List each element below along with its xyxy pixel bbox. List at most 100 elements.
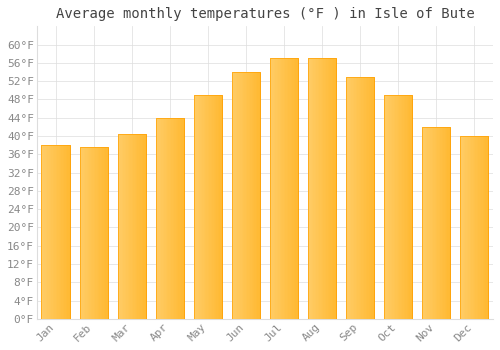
Bar	[406, 95, 408, 319]
Bar	[194, 95, 222, 319]
Bar	[422, 127, 423, 319]
Bar	[360, 77, 362, 319]
Bar	[346, 77, 374, 319]
Bar	[205, 95, 206, 319]
Bar	[330, 58, 332, 319]
Bar	[252, 72, 253, 319]
Bar	[328, 58, 329, 319]
Bar	[462, 136, 464, 319]
Bar	[400, 95, 401, 319]
Bar	[60, 145, 62, 319]
Bar	[85, 147, 86, 319]
Bar	[180, 118, 181, 319]
Bar	[274, 58, 276, 319]
Bar	[138, 134, 139, 319]
Bar	[46, 145, 47, 319]
Bar	[430, 127, 432, 319]
Bar	[170, 118, 171, 319]
Bar	[167, 118, 168, 319]
Bar	[358, 77, 360, 319]
Bar	[63, 145, 64, 319]
Bar	[162, 118, 164, 319]
Bar	[396, 95, 398, 319]
Bar	[401, 95, 402, 319]
Bar	[171, 118, 172, 319]
Bar	[372, 77, 373, 319]
Bar	[133, 134, 134, 319]
Bar	[176, 118, 177, 319]
Bar	[166, 118, 167, 319]
Bar	[329, 58, 330, 319]
Bar	[404, 95, 405, 319]
Bar	[429, 127, 430, 319]
Bar	[308, 58, 336, 319]
Bar	[42, 145, 70, 319]
Bar	[294, 58, 296, 319]
Bar	[50, 145, 51, 319]
Bar	[233, 72, 234, 319]
Bar	[482, 136, 484, 319]
Bar	[140, 134, 142, 319]
Bar	[282, 58, 284, 319]
Bar	[391, 95, 392, 319]
Bar	[464, 136, 466, 319]
Bar	[64, 145, 66, 319]
Bar	[126, 134, 128, 319]
Bar	[468, 136, 470, 319]
Bar	[316, 58, 318, 319]
Bar	[270, 58, 298, 319]
Bar	[444, 127, 446, 319]
Bar	[470, 136, 471, 319]
Bar	[232, 72, 260, 319]
Bar	[309, 58, 310, 319]
Bar	[346, 77, 347, 319]
Bar	[47, 145, 48, 319]
Bar	[43, 145, 44, 319]
Bar	[102, 147, 104, 319]
Bar	[124, 134, 126, 319]
Bar	[96, 147, 98, 319]
Bar	[92, 147, 94, 319]
Bar	[105, 147, 106, 319]
Bar	[42, 145, 43, 319]
Bar	[195, 95, 196, 319]
Bar	[168, 118, 170, 319]
Bar	[384, 95, 412, 319]
Bar	[278, 58, 280, 319]
Bar	[94, 147, 95, 319]
Bar	[202, 95, 203, 319]
Bar	[177, 118, 178, 319]
Bar	[272, 58, 274, 319]
Bar	[384, 95, 412, 319]
Bar	[432, 127, 433, 319]
Bar	[332, 58, 334, 319]
Bar	[129, 134, 130, 319]
Bar	[250, 72, 252, 319]
Bar	[80, 147, 108, 319]
Bar	[90, 147, 91, 319]
Bar	[248, 72, 250, 319]
Bar	[132, 134, 133, 319]
Bar	[42, 145, 70, 319]
Bar	[291, 58, 292, 319]
Bar	[481, 136, 482, 319]
Bar	[310, 58, 312, 319]
Bar	[290, 58, 291, 319]
Bar	[80, 147, 81, 319]
Bar	[436, 127, 438, 319]
Bar	[292, 58, 294, 319]
Bar	[308, 58, 309, 319]
Bar	[156, 118, 184, 319]
Bar	[320, 58, 322, 319]
Bar	[86, 147, 88, 319]
Bar	[118, 134, 119, 319]
Bar	[350, 77, 352, 319]
Bar	[142, 134, 143, 319]
Bar	[439, 127, 440, 319]
Bar	[53, 145, 54, 319]
Bar	[218, 95, 220, 319]
Bar	[438, 127, 439, 319]
Bar	[220, 95, 222, 319]
Bar	[367, 77, 368, 319]
Bar	[423, 127, 424, 319]
